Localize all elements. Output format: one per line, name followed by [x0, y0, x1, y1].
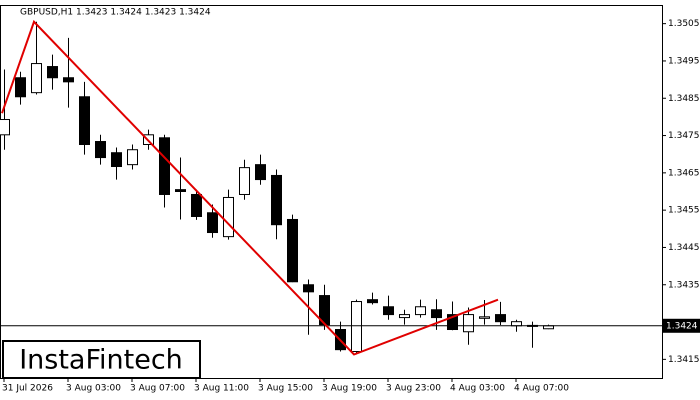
candle-body — [463, 314, 474, 333]
y-tick-label: 1.3465 — [668, 168, 700, 178]
x-tick-label: 3 Aug 07:00 — [130, 384, 185, 394]
candle-body — [15, 77, 26, 98]
price-label: 1.3424 — [666, 321, 698, 331]
candle-body — [63, 77, 74, 83]
candle-body — [351, 301, 362, 353]
y-tick-label: 1.3455 — [668, 206, 700, 216]
candle-body — [207, 212, 218, 234]
candle-body — [95, 141, 106, 159]
plot-frame — [0, 5, 663, 379]
candle-body — [47, 66, 58, 79]
logo-box — [2, 340, 201, 379]
candle-body — [223, 196, 234, 238]
candle-body — [111, 152, 122, 168]
y-tick-label: 1.3445 — [668, 243, 700, 253]
y-tick-label: 1.3475 — [668, 131, 700, 141]
x-tick-label: 3 Aug 15:00 — [258, 384, 313, 394]
candle-body — [159, 137, 170, 195]
candle-body — [0, 119, 10, 136]
logo: InstaFintech — [19, 345, 183, 376]
candle-body — [415, 306, 426, 316]
y-tick-label: 1.3505 — [668, 19, 700, 29]
candle-body — [511, 321, 522, 327]
chart-title: GBPUSD,H1 1.3423 1.3424 1.3423 1.3424 — [20, 8, 211, 18]
y-tick-label: 1.3415 — [668, 355, 700, 365]
candle-body — [479, 316, 490, 319]
y-tick-label: 1.3435 — [668, 280, 700, 290]
candle-body — [255, 164, 266, 181]
candle-body — [287, 218, 298, 283]
y-tick-label: 1.3485 — [668, 94, 700, 104]
candle-body — [495, 314, 506, 323]
candle-body — [31, 63, 42, 94]
candle-body — [79, 96, 90, 146]
candle-body — [239, 167, 250, 195]
candle-body — [367, 299, 378, 304]
x-tick-label: 4 Aug 07:00 — [514, 384, 569, 394]
x-tick-label: 3 Aug 19:00 — [322, 384, 377, 394]
candle-body — [271, 174, 282, 226]
candle-body — [447, 314, 458, 331]
x-tick-label: 4 Aug 03:00 — [450, 384, 505, 394]
x-tick-label: 3 Aug 23:00 — [386, 384, 441, 394]
y-tick-label: 1.3495 — [668, 56, 700, 66]
candle-body — [191, 193, 202, 217]
price-box — [663, 318, 700, 333]
candle-body — [431, 309, 442, 319]
candle-body — [303, 284, 314, 293]
candle-body — [127, 149, 138, 166]
x-tick-label: 3 Aug 03:00 — [66, 384, 121, 394]
x-tick-label: 3 Aug 11:00 — [194, 384, 249, 394]
x-tick-label: 31 Jul 2026 — [2, 384, 53, 394]
pattern-line — [1, 19, 499, 356]
candle-body — [175, 189, 186, 192]
candle-body — [399, 314, 410, 319]
candle-body — [383, 306, 394, 316]
